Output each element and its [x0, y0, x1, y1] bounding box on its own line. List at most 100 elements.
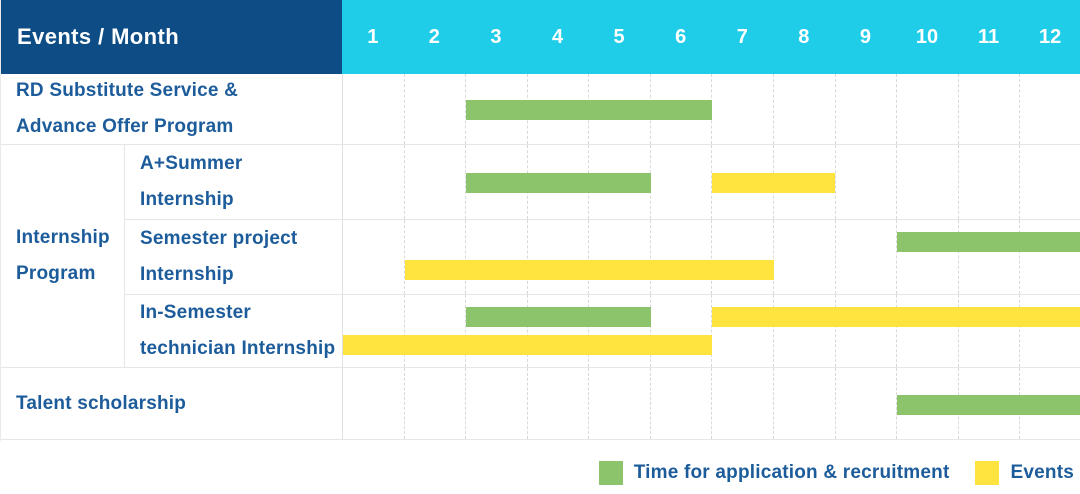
grid-cell — [403, 220, 466, 294]
grid-cell — [403, 74, 466, 144]
month-header-cell: 7 — [736, 25, 748, 48]
legend-item-events: Events — [975, 461, 1074, 485]
row-label-in-semester-technician-internship: In-Semester technician Internship — [124, 295, 342, 368]
month-header-cell: 2 — [428, 25, 440, 48]
corner-header-label: Events / Month — [17, 24, 180, 49]
grid-cell — [403, 145, 466, 219]
grid-cell — [773, 220, 835, 294]
row-label-line: A+Summer — [140, 153, 243, 174]
grid-cell — [526, 295, 589, 367]
gantt-table: Events / Month 1 2 3 4 5 6 7 8 9 10 11 12 RD Substi… — [0, 0, 1080, 441]
chart-row-semester-project-internship — [342, 220, 1080, 295]
grid-cell — [343, 295, 404, 367]
grid-cell — [465, 295, 527, 367]
grid-cell — [896, 220, 958, 294]
month-header-cell: 10 — [915, 25, 939, 48]
grid-cell — [711, 295, 773, 367]
legend: Time for application & recruitment Event… — [598, 461, 1074, 485]
grid-cell — [465, 145, 527, 219]
grid-cell — [1019, 295, 1080, 367]
grid-cell — [465, 220, 527, 294]
months-header: 1 2 3 4 5 6 7 8 9 10 11 12 — [342, 0, 1080, 74]
corner-header: Events / Month — [1, 0, 342, 74]
grid-cell — [773, 74, 835, 144]
event-bar — [343, 335, 712, 355]
row-label-semester-project-internship: Semester project Internship — [124, 220, 342, 295]
application-bar — [896, 232, 1080, 252]
row-label-line: Talent scholarship — [16, 392, 187, 414]
application-bar — [466, 173, 651, 193]
grid-cell — [649, 368, 712, 439]
grid-cell — [773, 295, 835, 367]
grid-cell — [588, 295, 650, 367]
chart-row-a-plus-summer-internship — [342, 145, 1080, 220]
grid-cell — [896, 74, 958, 144]
row-label-line: In-Semester — [140, 302, 251, 323]
row-label-line: Semester project — [140, 228, 298, 249]
group-label-line: Program — [16, 263, 96, 284]
grid-cell — [711, 220, 773, 294]
chart-row-in-semester-technician-internship — [342, 295, 1080, 368]
grid-cell — [465, 74, 527, 144]
grid-cell — [649, 295, 712, 367]
grid-cell — [957, 295, 1020, 367]
grid-cell — [526, 368, 589, 439]
grid-cell — [711, 74, 773, 144]
row-label-line: Advance Offer Program — [16, 116, 234, 137]
month-header-cell: 12 — [1039, 25, 1062, 48]
grid-cell — [649, 220, 712, 294]
grid-cell — [834, 295, 897, 367]
grid-cell — [957, 220, 1020, 294]
grid-cell — [649, 145, 712, 219]
grid-cell — [711, 145, 773, 219]
legend-label: Time for application & recruitment — [633, 462, 950, 483]
grid-cell — [588, 368, 650, 439]
row-label-line: technician Internship — [140, 338, 336, 359]
grid-cell — [834, 368, 897, 439]
grid-cell — [1019, 220, 1080, 294]
application-bar — [466, 307, 651, 327]
grid-cell — [1019, 74, 1080, 144]
application-swatch-icon — [598, 461, 623, 485]
chart-row-rd-substitute-service — [342, 74, 1080, 145]
grid-cell — [957, 145, 1020, 219]
month-header-cell: 4 — [551, 25, 564, 48]
grid-cell — [834, 220, 897, 294]
month-header-cell: 5 — [613, 25, 625, 48]
event-bar — [712, 307, 1080, 327]
grid-cell — [465, 368, 527, 439]
grid-cell — [896, 145, 958, 219]
grid-cell — [834, 145, 897, 219]
row-label-rd-substitute-service: RD Substitute Service & Advance Offer Pr… — [1, 74, 342, 145]
grid-cell — [343, 145, 404, 219]
event-bar — [404, 260, 774, 280]
grid-cell — [343, 368, 404, 439]
grid-cell — [1019, 145, 1080, 219]
grid-cell — [526, 220, 589, 294]
grid-cell — [957, 74, 1020, 144]
application-bar — [466, 100, 712, 120]
month-header-cell: 9 — [859, 25, 871, 48]
grid-cell — [403, 295, 466, 367]
grid-cell — [834, 74, 897, 144]
group-label-line: Internship — [16, 227, 110, 248]
month-header-cell: 11 — [977, 25, 1000, 48]
legend-item-application: Time for application & recruitment — [598, 461, 950, 485]
grid-cell — [403, 368, 466, 439]
row-label-talent-scholarship: Talent scholarship — [1, 368, 342, 440]
month-header-cell: 6 — [675, 25, 687, 48]
row-label-a-plus-summer-internship: A+Summer Internship — [124, 145, 342, 220]
group-label-internship-program: Internship Program — [1, 145, 124, 368]
month-header-cell: 1 — [367, 25, 379, 48]
row-label-line: RD Substitute Service & — [16, 80, 239, 101]
grid-cell — [773, 368, 835, 439]
event-bar — [712, 173, 835, 193]
grid-cell — [711, 368, 773, 439]
grid-cell — [343, 74, 404, 144]
grid-cell — [896, 295, 958, 367]
chart-row-talent-scholarship — [342, 368, 1080, 440]
legend-label: Events — [1010, 462, 1074, 483]
row-label-line: Internship — [140, 189, 234, 210]
month-header-cell: 8 — [798, 25, 810, 48]
grid-cell — [343, 220, 404, 294]
